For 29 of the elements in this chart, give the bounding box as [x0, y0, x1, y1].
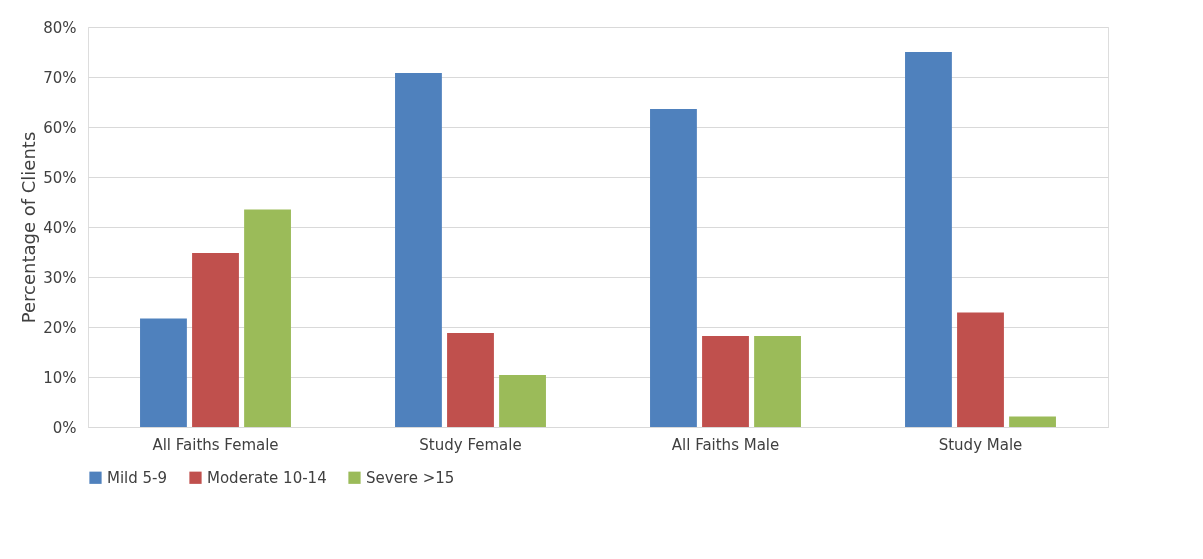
- y-tick-label: 40%: [43, 218, 77, 237]
- bar: [395, 73, 442, 427]
- y-axis-title: Percentage of Clients: [18, 131, 40, 324]
- y-tick-label: 80%: [43, 18, 77, 37]
- x-tick-label: Study Male: [938, 435, 1023, 454]
- bar: [702, 336, 749, 427]
- y-tick-label: 10%: [43, 368, 77, 387]
- legend-label: Severe >15: [366, 468, 455, 487]
- x-tick-label: All Faiths Male: [671, 435, 780, 454]
- bar: [754, 336, 801, 427]
- y-tick-label: 20%: [43, 318, 77, 337]
- y-tick-label: 70%: [43, 68, 77, 87]
- x-tick-label: Study Female: [419, 435, 522, 454]
- x-tick-label: All Faiths Female: [152, 435, 279, 454]
- bar: [1009, 416, 1056, 427]
- bar: [140, 318, 187, 427]
- y-tick-label: 50%: [43, 168, 77, 187]
- bar: [650, 109, 697, 427]
- bar: [499, 375, 546, 427]
- legend-label: Moderate 10-14: [207, 468, 327, 487]
- bar: [192, 253, 239, 427]
- bar: [957, 312, 1004, 427]
- bar: [905, 52, 952, 427]
- y-tick-label: 60%: [43, 118, 77, 137]
- bar: [447, 333, 494, 427]
- y-tick-label: 30%: [43, 268, 77, 287]
- legend-label: Mild 5-9: [107, 468, 168, 487]
- y-tick-label: 0%: [52, 418, 77, 437]
- bar: [244, 209, 291, 427]
